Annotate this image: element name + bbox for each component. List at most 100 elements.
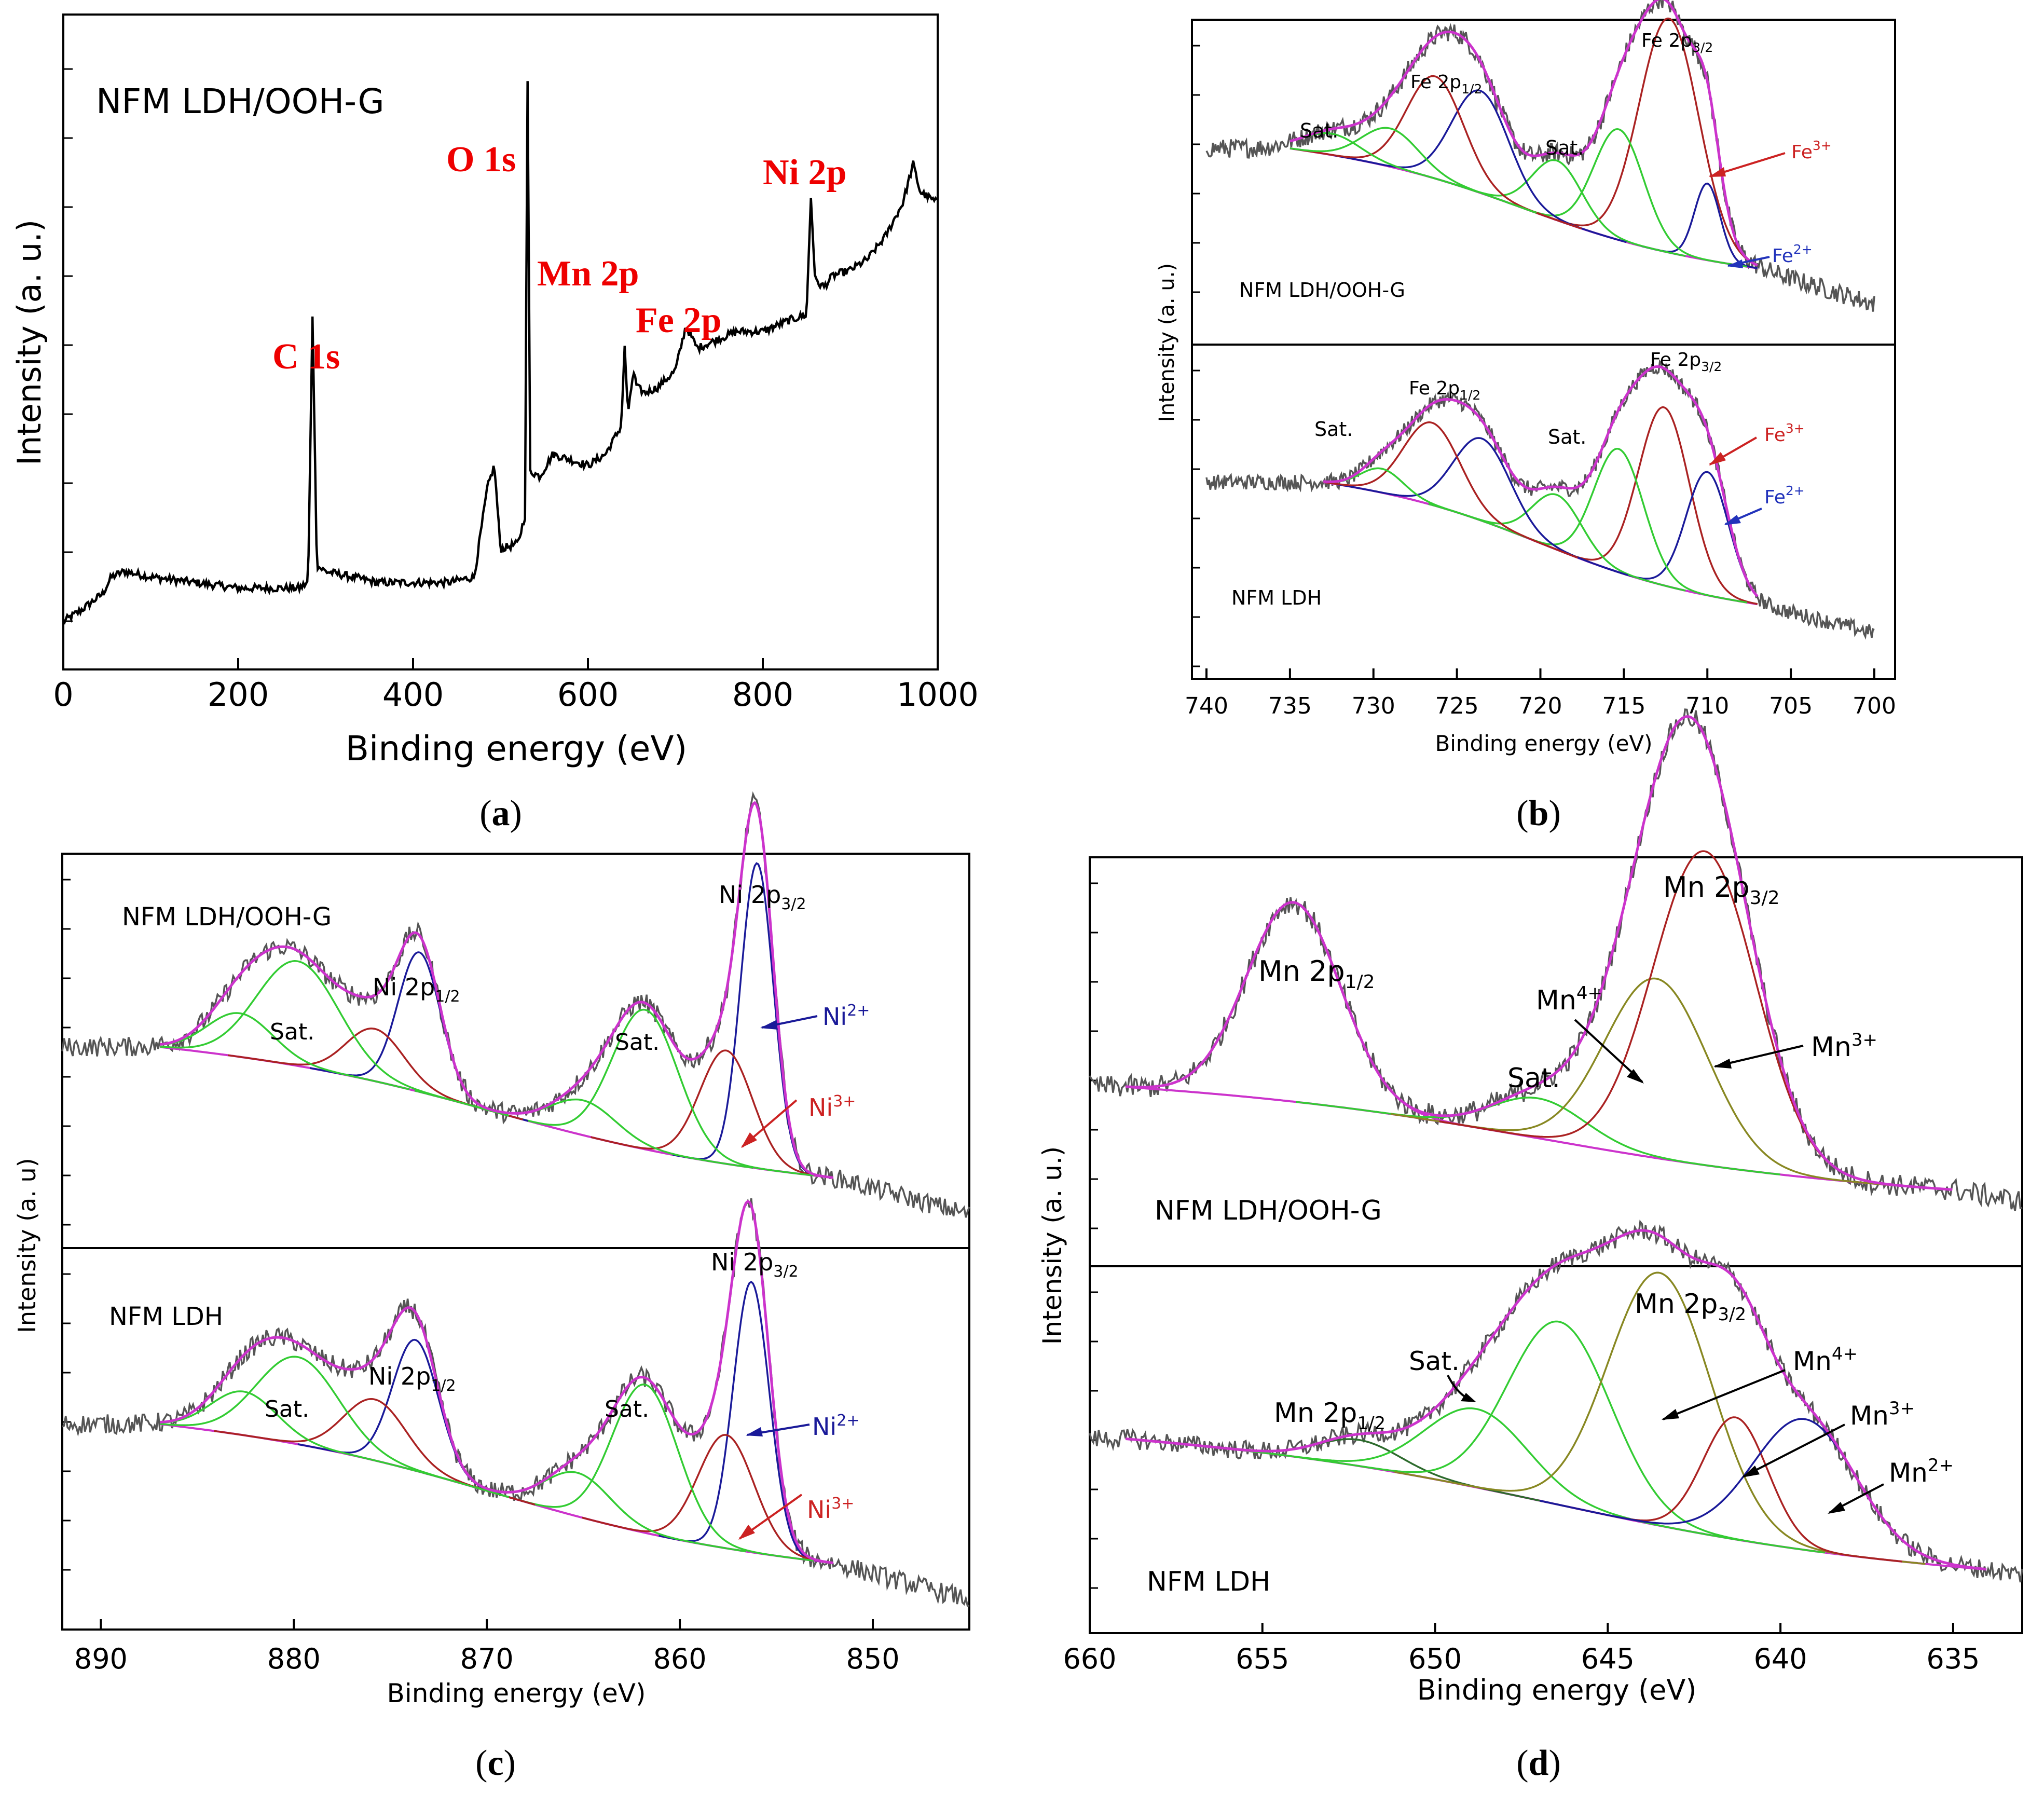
component-peak-line xyxy=(1289,132,1478,193)
component-peak-line xyxy=(1289,127,1537,214)
panel-d-caption: (d) xyxy=(1516,1743,1561,1783)
panel-a: 0 200 400 600 800 1000 NFM LDH/OOH-G C 1s O 1… xyxy=(10,13,979,833)
panel-a-ticks: 0 200 400 600 800 1000 xyxy=(53,68,979,714)
ni-2p12-label-bottom: Ni 2p1/2 xyxy=(368,1362,456,1395)
ni3-label-bottom: Ni3+ xyxy=(807,1495,854,1524)
fe-sat-label-bottom-1: Sat. xyxy=(1314,418,1353,441)
panel-b-fit-curves xyxy=(1205,0,1875,640)
raw-spectrum-line xyxy=(61,791,970,1218)
panel-d-frame xyxy=(1089,856,2023,1634)
fe2p-label: Fe 2p xyxy=(636,300,721,340)
fe3-label-top: Fe3+ xyxy=(1791,138,1832,163)
component-peak-line xyxy=(160,1390,414,1471)
component-peak-line xyxy=(1428,493,1686,592)
panel-a-sample-label: NFM LDH/OOH-G xyxy=(96,81,385,121)
mn3-arrowhead-top xyxy=(1713,1059,1732,1069)
panel-b-x-tick-label: 700 xyxy=(1853,693,1896,719)
mn-sample-label-bottom: NFM LDH xyxy=(1147,1566,1270,1597)
panel-a-x-tick-label: 600 xyxy=(557,676,619,714)
ni2-arrowhead-top xyxy=(760,1020,778,1030)
ni3-arrowhead-top xyxy=(741,1132,757,1148)
panel-b-x-axis-label: Binding energy (eV) xyxy=(1435,731,1652,756)
component-peak-line xyxy=(1333,89,1627,243)
mn4-arrow-top xyxy=(1574,1019,1643,1083)
panel-b-ticks: 740 735 730 725 720 715 710 705 700 xyxy=(1185,45,1896,719)
fe2-arrowhead-bottom xyxy=(1724,515,1741,525)
panel-b-x-tick-label: 740 xyxy=(1185,693,1228,719)
raw-spectrum-line xyxy=(62,1198,970,1607)
mn-sample-label-top: NFM LDH/OOH-G xyxy=(1155,1195,1382,1226)
fe-sample-label-top: NFM LDH/OOH-G xyxy=(1239,279,1405,302)
mn3-label-bottom: Mn3+ xyxy=(1850,1398,1915,1431)
component-peak-line xyxy=(1336,437,1628,576)
panel-c-x-tick-label: 870 xyxy=(460,1643,514,1675)
panel-b-x-tick-label: 715 xyxy=(1602,693,1645,719)
fit-envelope-line xyxy=(160,1199,834,1565)
fe3-label-bottom: Fe3+ xyxy=(1764,421,1805,446)
panel-c-x-tick-label: 860 xyxy=(653,1643,707,1675)
component-peak-line xyxy=(160,960,510,1117)
panel-d-ticks: 660 655 650 645 640 635 xyxy=(1063,882,1980,1675)
ni3-arrowhead-bottom xyxy=(738,1525,755,1540)
mn4-label-top: Mn4+ xyxy=(1536,983,1602,1016)
panel-b-caption: (b) xyxy=(1516,793,1561,833)
ni3-label-top: Ni3+ xyxy=(808,1092,856,1121)
fe-2p12-label-bottom: Fe 2p1/2 xyxy=(1409,378,1480,403)
panel-d-x-tick-label: 645 xyxy=(1581,1643,1635,1675)
background-line xyxy=(1125,1086,1953,1191)
panel-d-x-tick-label: 635 xyxy=(1926,1643,1980,1675)
panel-b-x-tick-label: 705 xyxy=(1769,693,1813,719)
fe3-arrowhead-top xyxy=(1709,167,1726,177)
panel-d: 660 655 650 645 640 635 NFM LDH/OOH-G Mn 2p1/… xyxy=(1037,708,2023,1783)
component-peak-line xyxy=(1323,421,1578,559)
component-peak-line xyxy=(582,1434,834,1564)
panel-a-x-axis-label: Binding energy (eV) xyxy=(346,729,688,769)
panel-d-x-tick-label: 660 xyxy=(1063,1643,1116,1675)
panel-a-x-tick-label: 400 xyxy=(382,676,444,714)
panel-b-x-tick-label: 710 xyxy=(1685,693,1729,719)
panel-b-frame xyxy=(1191,19,1896,680)
fe-sat-label-top-1: Sat. xyxy=(1300,119,1338,142)
mn-2p12-label-bottom: Mn 2p1/2 xyxy=(1274,1398,1385,1434)
fe-2p32-label-top: Fe 2p3/2 xyxy=(1641,30,1713,55)
ni-sat-label-top-1: Sat. xyxy=(270,1019,314,1045)
fit-envelope-line xyxy=(1126,715,1953,1191)
panel-a-x-tick-label: 200 xyxy=(208,676,269,714)
panel-c-x-tick-label: 880 xyxy=(267,1643,321,1675)
ni-sat-label-bottom-2: Sat. xyxy=(605,1396,649,1422)
component-peak-line xyxy=(591,1049,834,1179)
panel-d-x-tick-label: 650 xyxy=(1408,1643,1462,1675)
panel-c-fit-curves xyxy=(61,791,970,1607)
panel-b-x-tick-label: 730 xyxy=(1352,693,1395,719)
raw-spectrum-line xyxy=(1089,1220,2023,1583)
component-peak-line xyxy=(1428,159,1686,257)
ni-2p32-label-bottom: Ni 2p3/2 xyxy=(711,1248,799,1281)
panel-d-x-axis-label: Binding energy (eV) xyxy=(1417,1674,1697,1706)
fe2-label-top: Fe2+ xyxy=(1772,242,1813,267)
mn3-arrowhead-bottom xyxy=(1742,1466,1760,1477)
panel-a-frame xyxy=(62,13,939,670)
panel-a-y-axis-label: Intensity (a. u.) xyxy=(10,220,48,466)
panel-d-y-axis-label: Intensity (a. u.) xyxy=(1037,1146,1067,1345)
fit-envelope-line xyxy=(1125,1229,1987,1571)
ni2p-label: Ni 2p xyxy=(763,153,846,193)
component-peak-line xyxy=(1641,182,1758,269)
mn4-arrow-bottom xyxy=(1663,1369,1786,1420)
panel-c-x-tick-label: 890 xyxy=(74,1643,128,1675)
ni2-label-bottom: Ni2+ xyxy=(812,1412,859,1441)
ni-2p12-label-top: Ni 2p1/2 xyxy=(373,973,460,1006)
panel-d-x-tick-label: 655 xyxy=(1236,1643,1289,1675)
fit-envelope-line xyxy=(159,801,834,1179)
mn3-label-top: Mn3+ xyxy=(1811,1030,1877,1063)
survey-spectrum-line xyxy=(62,81,938,625)
mn4-arrowhead-top xyxy=(1627,1069,1644,1084)
raw-spectrum-line xyxy=(1205,0,1875,312)
panel-a-x-tick-label: 800 xyxy=(732,676,793,714)
fe-2p12-label-top: Fe 2p1/2 xyxy=(1410,72,1482,97)
fe3-arrowhead-bottom xyxy=(1709,452,1726,466)
component-peak-line xyxy=(1294,1320,1826,1554)
mn4-arrowhead-bottom xyxy=(1662,1409,1679,1420)
mn2-label-bottom: Mn2+ xyxy=(1889,1455,1954,1488)
panel-b-x-tick-label: 725 xyxy=(1435,693,1479,719)
